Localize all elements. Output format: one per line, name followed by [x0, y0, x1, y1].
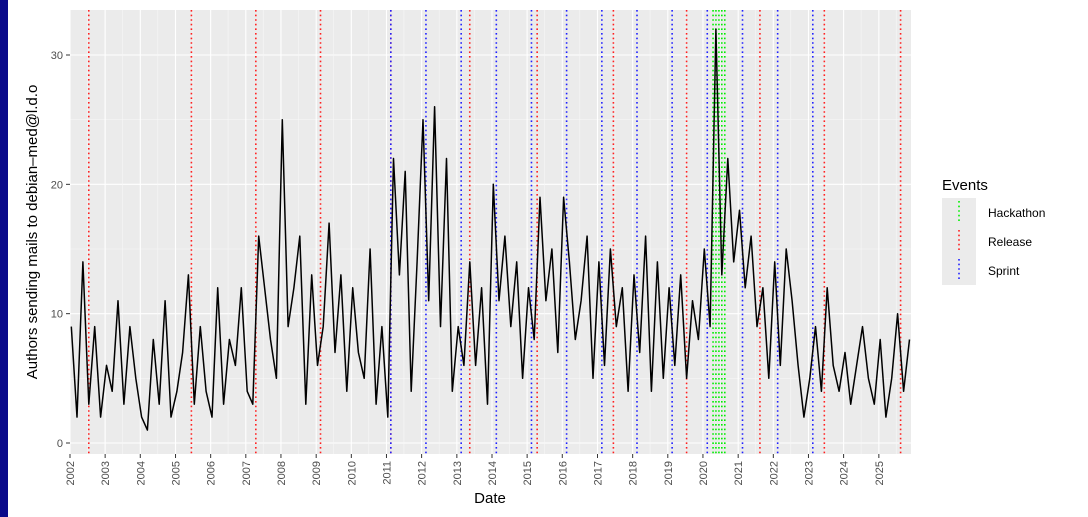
- x-tick-label: 2011: [382, 461, 394, 485]
- x-tick-label: 2010: [346, 461, 358, 485]
- x-tick-label: 2020: [698, 461, 710, 485]
- legend-label: Sprint: [988, 264, 1020, 278]
- legend-key: [942, 198, 976, 227]
- x-tick-label: 2015: [522, 461, 534, 485]
- x-tick-label: 2007: [241, 461, 253, 485]
- x-tick-label: 2021: [733, 461, 745, 485]
- x-tick-label: 2019: [663, 461, 675, 485]
- grid-lines: [69, 10, 911, 454]
- event-lines: [87, 10, 902, 454]
- y-axis-title: Authors sending mails to debian–med@l.d.…: [24, 85, 41, 380]
- x-tick-label: 2023: [804, 461, 816, 485]
- x-tick-label: 2005: [171, 461, 183, 485]
- x-tick-label: 2008: [276, 461, 288, 485]
- x-tick-label: 2025: [874, 461, 886, 485]
- x-tick-label: 2014: [487, 461, 499, 485]
- legend-key: [942, 227, 976, 256]
- x-tick-label: 2012: [417, 461, 429, 485]
- x-tick-label: 2024: [839, 461, 851, 485]
- x-axis: 2002 2003 2004 2005 2006 2007 2008 2009 2010 2011…: [65, 454, 886, 485]
- x-tick-label: 2022: [768, 461, 780, 485]
- timeseries-chart: 0 10 20 30 2002 2003 2004 2005 2006 2007 2008 2009…: [24, 10, 1045, 507]
- y-tick-label: 10: [51, 309, 63, 321]
- chart-figure: 0 10 20 30 2002 2003 2004 2005 2006 2007 2008 2009…: [8, 0, 1088, 517]
- x-tick-label: 2003: [100, 461, 112, 485]
- legend-label: Hackathon: [988, 206, 1045, 220]
- legend-key: [942, 256, 976, 285]
- y-axis: 0 10 20 30: [51, 50, 70, 450]
- x-tick-label: 2016: [557, 461, 569, 485]
- series-line-group: [70, 28, 911, 431]
- x-tick-label: 2013: [452, 461, 464, 485]
- legend-label: Release: [988, 235, 1032, 249]
- x-tick-label: 2002: [65, 461, 77, 485]
- y-tick-label: 30: [51, 50, 63, 62]
- legend: Events Hackathon Release Sprint: [942, 177, 1045, 285]
- x-tick-label: 2009: [311, 461, 323, 485]
- legend-title: Events: [942, 177, 988, 194]
- x-tick-label: 2006: [206, 461, 218, 485]
- series-line: [70, 28, 911, 431]
- x-tick-label: 2017: [593, 461, 605, 485]
- y-tick-label: 0: [57, 438, 63, 450]
- x-tick-label: 2018: [628, 461, 640, 485]
- x-axis-title: Date: [474, 490, 506, 507]
- y-tick-label: 20: [51, 179, 63, 191]
- x-tick-label: 2004: [135, 461, 147, 485]
